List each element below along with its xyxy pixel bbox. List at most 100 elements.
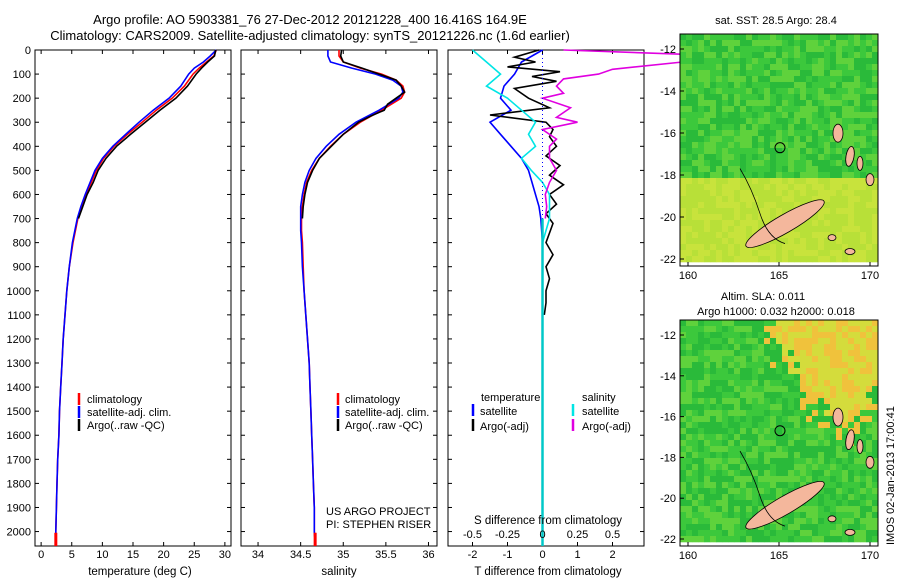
map-cell <box>836 332 843 339</box>
map-cell <box>866 518 873 525</box>
map-cell <box>722 374 729 381</box>
map-cell <box>860 524 867 531</box>
map-cell <box>692 118 699 125</box>
map-cell <box>776 338 783 345</box>
map-cell <box>824 488 831 495</box>
map-cell <box>842 386 849 393</box>
map-cell <box>716 160 723 167</box>
map-cell <box>704 440 711 447</box>
map-cell <box>698 434 705 441</box>
map-cell <box>788 58 795 65</box>
salinity-legend: climatology satellite-adj. clim. Argo(..… <box>326 393 431 531</box>
map-cell <box>704 244 711 251</box>
map-cell <box>692 136 699 143</box>
map-cell <box>758 52 765 59</box>
map-cell <box>716 428 723 435</box>
map-cell <box>680 362 687 369</box>
series-line <box>301 49 406 219</box>
map-cell <box>818 524 825 531</box>
map-cell <box>794 332 801 339</box>
island <box>856 155 864 171</box>
map-cell <box>854 124 861 131</box>
map-cell <box>782 338 789 345</box>
map-cell <box>734 488 741 495</box>
map-cell <box>770 368 777 375</box>
map-cell <box>710 344 717 351</box>
map-cell <box>752 214 759 221</box>
map-cell <box>734 518 741 525</box>
map-cell <box>680 422 687 429</box>
map-cell <box>842 518 849 525</box>
map-cell <box>824 536 831 543</box>
map-cell <box>806 530 813 537</box>
map-cell <box>728 220 735 227</box>
map-cell <box>752 94 759 101</box>
map-cell <box>818 148 825 155</box>
map-cell <box>812 238 819 245</box>
map-cell <box>830 344 837 351</box>
map-cell <box>830 40 837 47</box>
map-cell <box>866 494 873 501</box>
map-cell <box>806 244 813 251</box>
map-cell <box>752 184 759 191</box>
map-cell <box>866 488 873 495</box>
map-cell <box>770 160 777 167</box>
map-cell <box>836 344 843 351</box>
map-cell <box>872 46 879 53</box>
map-cell <box>770 136 777 143</box>
map-cell <box>704 88 711 95</box>
map-cell <box>842 350 849 357</box>
map-cell <box>806 446 813 453</box>
map-cell <box>782 112 789 119</box>
map-cell <box>728 344 735 351</box>
map-cell <box>860 112 867 119</box>
map-cell <box>698 398 705 405</box>
map-cell <box>830 446 837 453</box>
map-cell <box>788 178 795 185</box>
map-cell <box>860 470 867 477</box>
map-cell <box>734 142 741 149</box>
map-cell <box>770 428 777 435</box>
map-cell <box>800 410 807 417</box>
map-cell <box>770 536 777 543</box>
map-cell <box>788 184 795 191</box>
legend-title-salinity: salinity <box>582 392 616 404</box>
map-cell <box>740 256 747 263</box>
map-cell <box>872 160 879 167</box>
map-cell <box>722 416 729 423</box>
map-cell <box>704 434 711 441</box>
map-cell <box>806 160 813 167</box>
map-cell <box>770 64 777 71</box>
map-cell <box>800 446 807 453</box>
map-cell <box>752 530 759 537</box>
map-cell <box>770 112 777 119</box>
map-cell <box>842 166 849 173</box>
map-cell <box>782 178 789 185</box>
map-cell <box>836 386 843 393</box>
map-cell <box>704 214 711 221</box>
map-cell <box>842 524 849 531</box>
map-cell <box>740 344 747 351</box>
map-cell <box>806 416 813 423</box>
map-cell <box>728 154 735 161</box>
map-cell <box>854 130 861 137</box>
y-tick-label: 2000 <box>7 527 31 539</box>
map-cell <box>770 356 777 363</box>
map-cell <box>860 166 867 173</box>
map-cell <box>806 46 813 53</box>
map-cell <box>860 488 867 495</box>
map-cell <box>704 350 711 357</box>
map-cell <box>800 124 807 131</box>
map-cell <box>860 220 867 227</box>
map-cell <box>746 178 753 185</box>
map-cell <box>848 446 855 453</box>
island <box>832 407 844 427</box>
map-cell <box>866 94 873 101</box>
map-cell <box>752 374 759 381</box>
map-cell <box>854 232 861 239</box>
map-cell <box>848 422 855 429</box>
map-cell <box>848 518 855 525</box>
map-cell <box>704 106 711 113</box>
map-cell <box>692 344 699 351</box>
map-cell <box>788 70 795 77</box>
